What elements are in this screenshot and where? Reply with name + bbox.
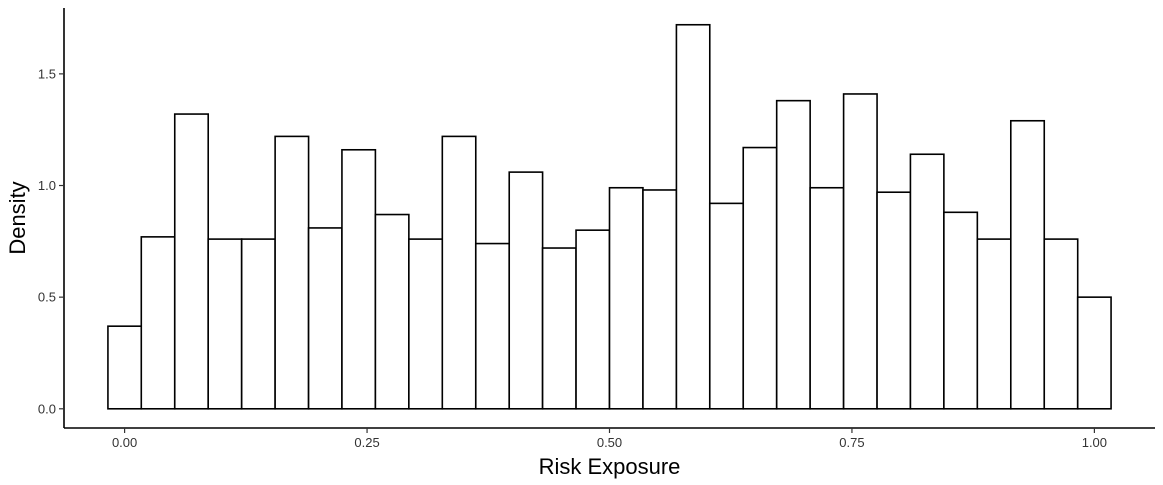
y-tick-label: 1.0 — [38, 178, 56, 193]
x-axis-ticks: 0.00 0.25 0.50 0.75 1.00 — [112, 428, 1107, 450]
x-tick-label: 0.00 — [112, 435, 137, 450]
histogram-bar — [608, 186, 644, 410]
histogram-bar — [107, 325, 143, 410]
histogram-bar — [408, 238, 444, 410]
y-tick-label: 0.0 — [38, 401, 56, 416]
histogram-bar — [976, 238, 1012, 410]
histogram-bar — [307, 227, 343, 410]
histogram-bar — [909, 153, 945, 410]
histogram-bar — [675, 23, 711, 410]
histogram-bar — [842, 93, 878, 410]
x-tick-label: 0.75 — [839, 435, 864, 450]
x-tick-label: 1.00 — [1082, 435, 1107, 450]
histogram-bar — [508, 171, 544, 410]
histogram-bar — [374, 213, 410, 410]
histogram-bar — [809, 186, 845, 410]
histogram-bar — [441, 135, 477, 410]
x-tick-label: 0.25 — [354, 435, 379, 450]
histogram-bar — [541, 247, 577, 410]
histogram-bar — [1076, 296, 1112, 410]
histogram-bar — [742, 146, 778, 410]
histogram-bar — [140, 236, 176, 410]
histogram-bar — [173, 113, 210, 410]
histogram-bar — [474, 242, 511, 410]
histogram-bar — [575, 229, 611, 410]
histogram-bar — [341, 148, 377, 410]
histogram-bar — [207, 238, 243, 410]
x-axis-title: Risk Exposure — [539, 454, 681, 479]
x-tick-label: 0.50 — [597, 435, 622, 450]
y-axis-ticks: 0.0 0.5 1.0 1.5 — [38, 66, 64, 416]
histogram-bar — [240, 238, 276, 410]
histogram-bar — [943, 211, 979, 410]
histogram-bar — [642, 189, 678, 410]
histogram-bar — [274, 135, 310, 410]
histogram-bar — [1043, 238, 1079, 410]
histogram-bar — [708, 202, 745, 410]
bars-group — [107, 23, 1112, 410]
y-tick-label: 1.5 — [38, 66, 56, 81]
y-axis-title: Density — [5, 181, 30, 254]
histogram-bar — [876, 191, 912, 410]
histogram-bar — [1009, 119, 1046, 410]
histogram-bar — [775, 99, 811, 410]
y-tick-label: 0.5 — [38, 290, 56, 305]
